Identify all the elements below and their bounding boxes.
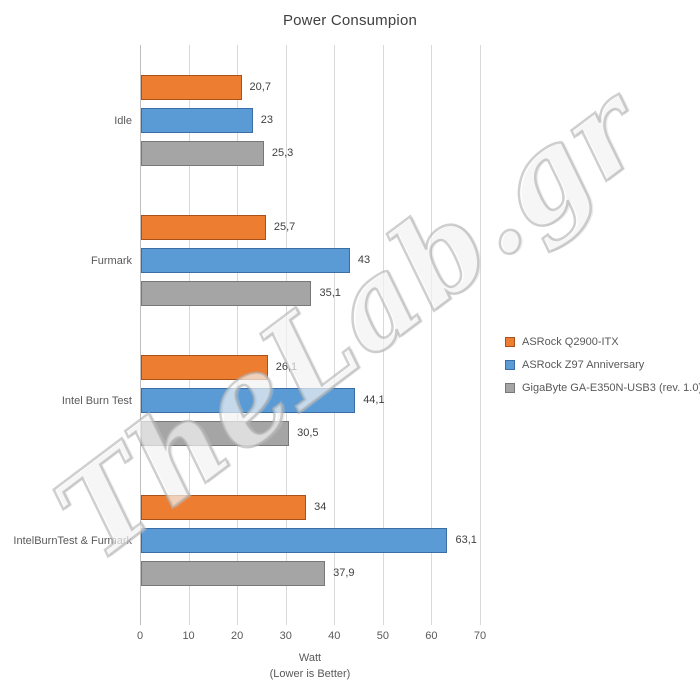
gridline (285, 45, 287, 625)
bar (141, 281, 312, 306)
bar (141, 355, 268, 380)
gridline (480, 45, 481, 625)
legend: ASRock Q2900-ITX ASRock Z97 Anniversary Gi… (505, 336, 700, 405)
x-tick-label: 50 (376, 630, 389, 642)
x-tick-label: 40 (328, 630, 341, 642)
bar (141, 248, 350, 273)
gridline (382, 45, 384, 625)
bar (141, 528, 448, 553)
bar-value-label: 43 (357, 254, 371, 266)
category-label: Idle (114, 114, 132, 127)
bar (141, 561, 326, 586)
gridline (237, 45, 239, 625)
bar (141, 495, 307, 520)
y-axis-line (140, 45, 141, 625)
bar-value-label: 20,7 (249, 81, 271, 93)
gridline (334, 45, 336, 625)
x-tick-label: 60 (425, 630, 438, 642)
bar (141, 421, 290, 446)
bar-value-label: 23 (260, 114, 273, 126)
legend-item: ASRock Q2900-ITX (505, 336, 700, 348)
legend-swatch (505, 360, 515, 370)
bar (141, 75, 242, 100)
watermark: TheLab.gr (30, 56, 671, 587)
bar-value-label: 34 (314, 501, 327, 513)
legend-item: ASRock Z97 Anniversary (505, 359, 700, 371)
category-label: IntelBurnTest & Furmark (13, 534, 132, 547)
legend-item: GigaByte GA-E350N-USB3 (rev. 1.0) (505, 382, 700, 394)
bar (141, 388, 356, 413)
legend-swatch (505, 383, 515, 393)
bar-value-label: 63,1 (455, 534, 477, 546)
bar-value-label: 37,9 (333, 567, 355, 579)
x-tick-label: 20 (231, 630, 244, 642)
category-label: Intel Burn Test (61, 394, 132, 407)
x-tick-label: 70 (473, 630, 487, 642)
legend-item-label: ASRock Z97 Anniversary (522, 359, 645, 371)
gridline (431, 45, 433, 625)
bar-value-label: 30,5 (297, 427, 319, 439)
category-label: Furmark (91, 254, 132, 267)
gridline (188, 45, 190, 625)
chart-title: Power Consumpion (282, 12, 418, 29)
bar-value-label: 25,3 (271, 147, 294, 159)
x-axis-subtitle: (Lower is Better) (269, 668, 351, 680)
bar-value-label: 44,1 (363, 394, 385, 406)
bar-value-label: 25,7 (273, 221, 296, 233)
x-axis-title: Watt (298, 652, 322, 664)
x-tick-label: 0 (136, 630, 144, 642)
x-tick-label: 30 (279, 630, 292, 642)
legend-swatch (505, 337, 515, 347)
bar (141, 141, 264, 166)
x-tick-label: 10 (182, 630, 195, 642)
bar (141, 215, 266, 240)
bar-value-label: 26,1 (275, 361, 298, 373)
legend-item-label: GigaByte GA-E350N-USB3 (rev. 1.0) (522, 382, 700, 394)
bar-value-label: 35,1 (319, 287, 341, 299)
bar (141, 108, 253, 133)
legend-item-label: ASRock Q2900-ITX (522, 336, 619, 348)
